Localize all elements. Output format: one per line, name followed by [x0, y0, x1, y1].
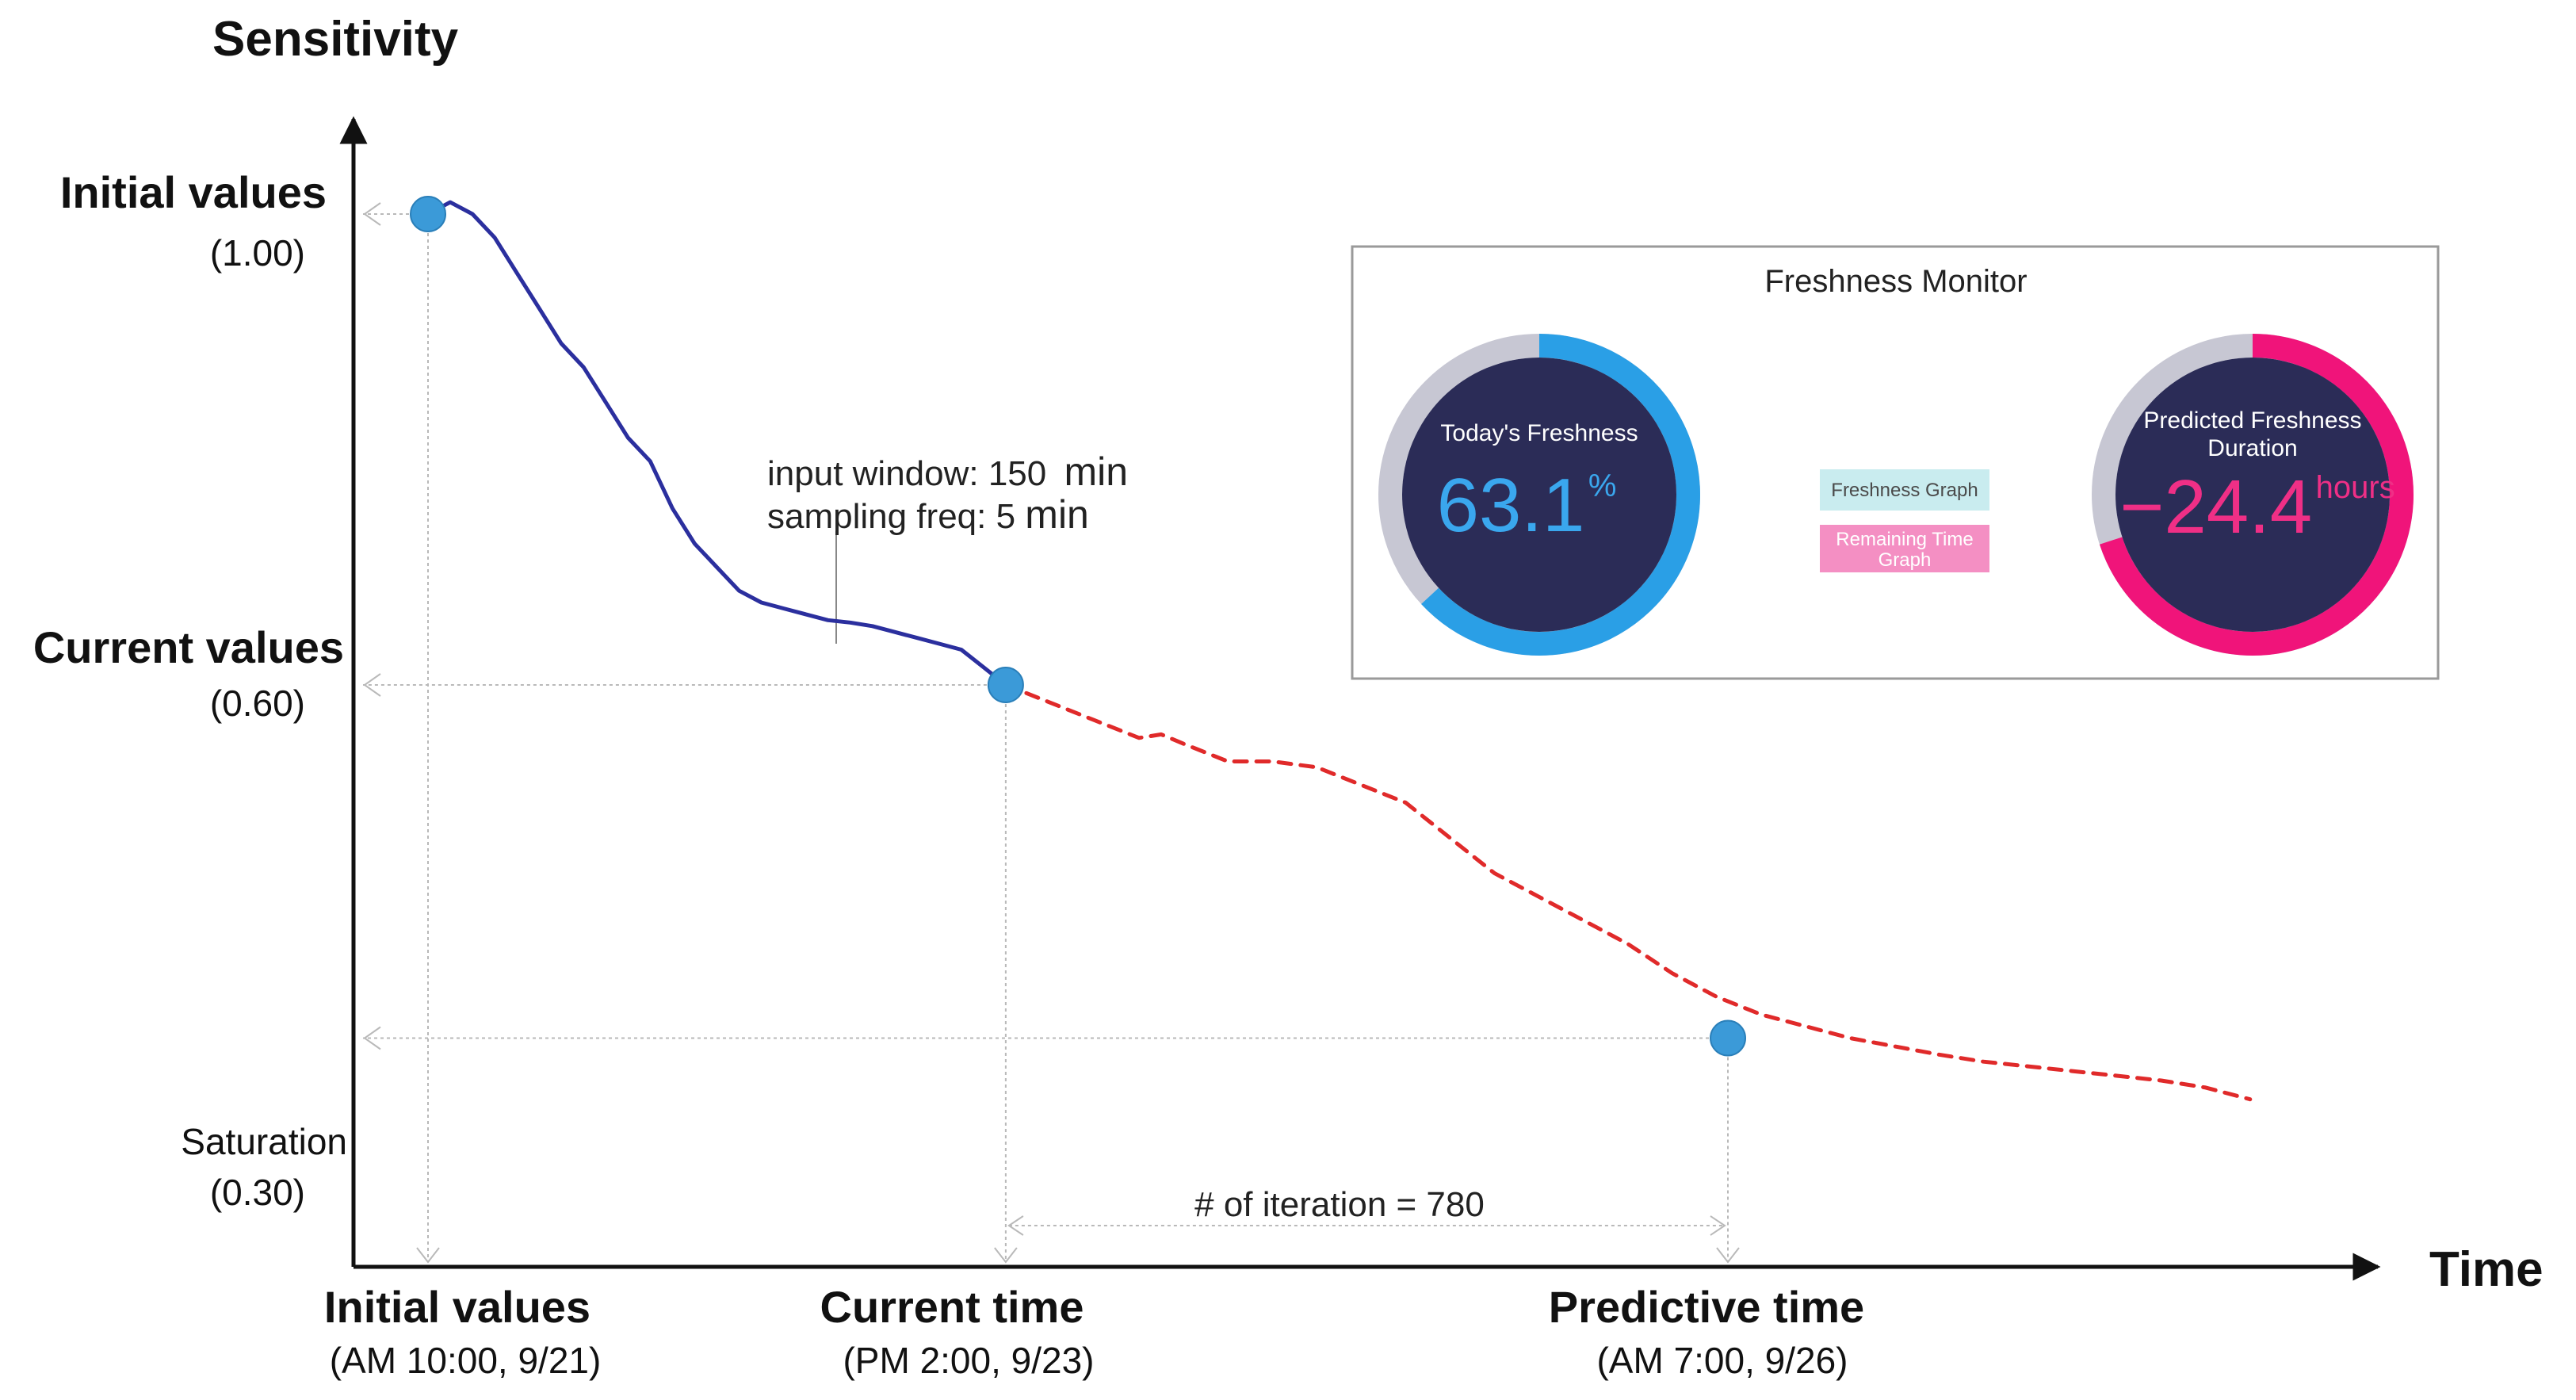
predicted-duration-gauge: Predicted Freshness Duration −24.4 hours	[2092, 334, 2414, 656]
predicted-label-line1: Predicted Freshness	[2143, 407, 2361, 434]
freshness-monitor-panel: Freshness Monitor Today's Freshness 63.1…	[1351, 245, 2440, 680]
todays-gauge-arc	[1421, 334, 1700, 656]
iteration-arrow-right	[1710, 1215, 1726, 1236]
iteration-arrow-left	[1007, 1215, 1024, 1236]
y-axis-title: Sensitivity	[212, 12, 459, 67]
todays-freshness-gauge: Today's Freshness 63.1 %	[1378, 334, 1700, 656]
predicted-gauge-arc	[2099, 334, 2414, 656]
x-sublabel-predictive: (AM 7:00, 9/26)	[1596, 1340, 1848, 1381]
vertical-guide-arrow-current	[994, 1247, 1018, 1264]
x-sublabel-current: (PM 2:00, 9/23)	[843, 1340, 1094, 1381]
remaining-time-graph-button-label-1: Remaining Time	[1836, 529, 1973, 550]
todays-freshness-label: Today's Freshness	[1440, 420, 1638, 446]
y-label-saturation: Saturation	[181, 1121, 347, 1162]
series-layer	[426, 200, 2253, 1102]
x-sublabel-initial: (AM 10:00, 9/21)	[330, 1340, 602, 1381]
freshness-graph-button-label: Freshness Graph	[1831, 480, 1978, 501]
todays-gauge-face	[1402, 358, 1676, 632]
todays-freshness-unit: %	[1588, 469, 1617, 503]
point-initial	[410, 196, 446, 232]
predicted-number: −24.4	[2119, 465, 2312, 549]
guide-lines	[363, 202, 1740, 1264]
input-window-text: input window: 150	[767, 454, 1046, 493]
remaining-time-graph-button-bg[interactable]	[1820, 525, 1989, 572]
y-value-current: (0.60)	[210, 683, 305, 724]
freshness-graph-button[interactable]: Freshness Graph	[1820, 469, 1989, 511]
y-label-initial: Initial values	[60, 167, 327, 217]
todays-freshness-value: 63.1 %	[1437, 463, 1617, 548]
input-window-unit: min	[1064, 449, 1128, 494]
freshness-graph-button-bg[interactable]	[1820, 469, 1989, 511]
horizontal-guide-arrow-initial	[363, 202, 381, 226]
x-label-predictive: Predictive time	[1549, 1282, 1864, 1332]
remaining-time-graph-button[interactable]: Remaining Time Graph	[1820, 525, 1989, 572]
point-current	[987, 667, 1024, 703]
iteration-annotation: # of iteration = 780	[1194, 1185, 1485, 1224]
series-measured	[426, 200, 1008, 687]
y-value-saturation: (0.30)	[210, 1172, 305, 1213]
vertical-guide-arrow-initial	[416, 1247, 440, 1264]
vertical-guide-arrow-predictive	[1716, 1247, 1740, 1264]
sampling-freq-unit: min	[1025, 492, 1089, 537]
predicted-gauge-face	[2115, 358, 2390, 632]
monitor-title: Freshness Monitor	[1764, 264, 2027, 299]
points-layer	[410, 196, 1746, 1057]
y-value-initial: (1.00)	[210, 232, 305, 273]
y-label-current: Current values	[33, 622, 344, 672]
x-axis-title: Time	[2429, 1242, 2544, 1297]
todays-freshness-number: 63.1	[1437, 463, 1585, 548]
predicted-label-line2: Duration	[2207, 435, 2297, 461]
predicted-unit: hours	[2316, 470, 2395, 505]
sampling-freq-annotation: sampling freq: 5 min	[767, 492, 1089, 537]
x-label-current: Current time	[820, 1282, 1084, 1332]
input-window-annotation: input window: 150 min	[767, 449, 1128, 494]
sampling-freq-text: sampling freq: 5	[767, 497, 1015, 536]
predicted-value: −24.4 hours	[2119, 465, 2394, 549]
horizontal-guide-arrow-current	[363, 673, 381, 697]
remaining-time-graph-button-label-2: Graph	[1878, 549, 1932, 571]
point-predictive	[1710, 1019, 1746, 1057]
horizontal-guide-arrow-predictive	[363, 1026, 381, 1050]
series-predicted	[1003, 683, 2253, 1102]
x-label-initial: Initial values	[324, 1282, 590, 1332]
